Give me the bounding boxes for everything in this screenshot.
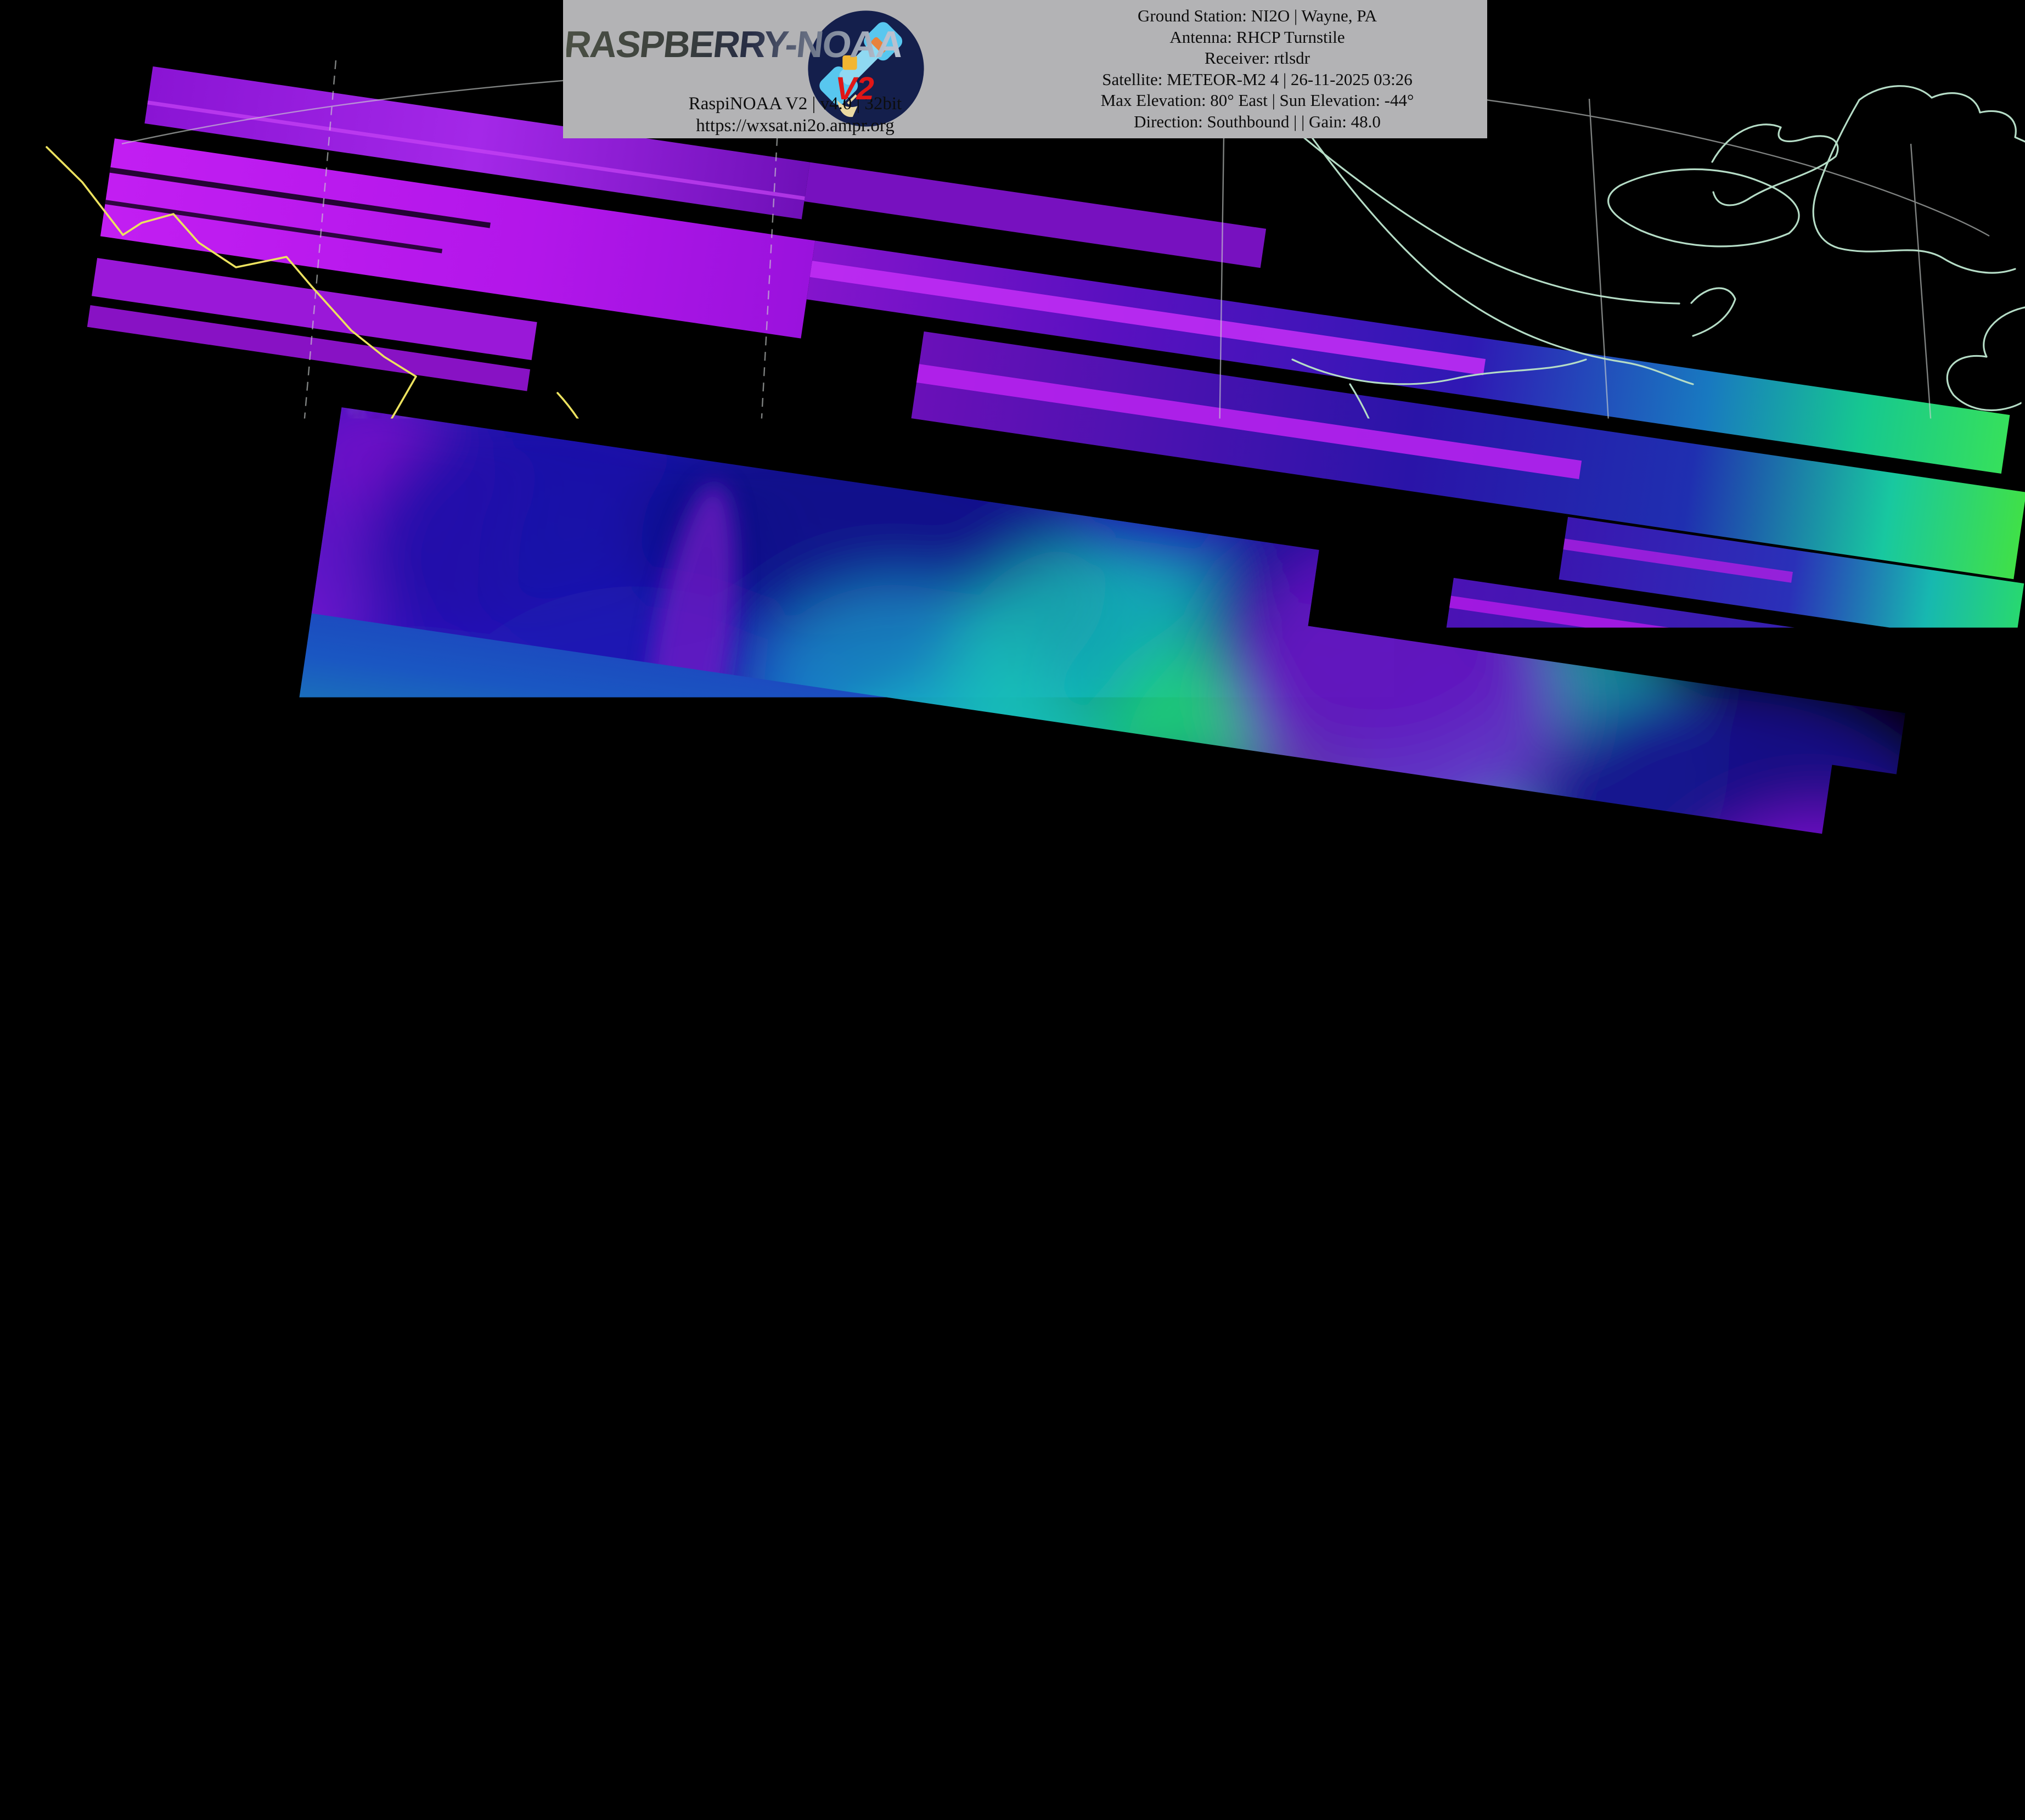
receiver-line: Receiver: rtlsdr (1027, 48, 1487, 69)
direction-gain-line: Direction: Southbound | | Gain: 48.0 (1027, 111, 1487, 133)
raspberry-noaa-wordmark: RASPBERRY-NOAA (566, 15, 918, 72)
banner-logo-block: RASPBERRY-NOAA V2 RaspiNOAA V2 | v4.0 | … (563, 0, 1027, 138)
antenna-line: Antenna: RHCP Turnstile (1027, 27, 1487, 48)
ground-station-line: Ground Station: NI2O | Wayne, PA (1027, 5, 1487, 27)
logo-wordmark-text: RASPBERRY-NOAA (566, 24, 905, 65)
elevation-line: Max Elevation: 80° East | Sun Elevation:… (1027, 90, 1487, 111)
logo-version-badge: V2 (835, 70, 874, 107)
weather-satellite-capture: RASPBERRY-NOAA V2 RaspiNOAA V2 | v4.0 | … (0, 0, 2025, 1820)
satellite-map-canvas (0, 0, 2025, 1820)
satellite-line: Satellite: METEOR-M2 4 | 26-11-2025 03:2… (1027, 69, 1487, 91)
caption-banner: RASPBERRY-NOAA V2 RaspiNOAA V2 | v4.0 | … (563, 0, 1487, 138)
software-version-line: RaspiNOAA V2 | v4.0 | 32bit (563, 94, 1027, 114)
station-url: https://wxsat.ni2o.ampr.org (563, 116, 1027, 136)
pass-info-block: Ground Station: NI2O | Wayne, PA Antenna… (1027, 0, 1487, 138)
